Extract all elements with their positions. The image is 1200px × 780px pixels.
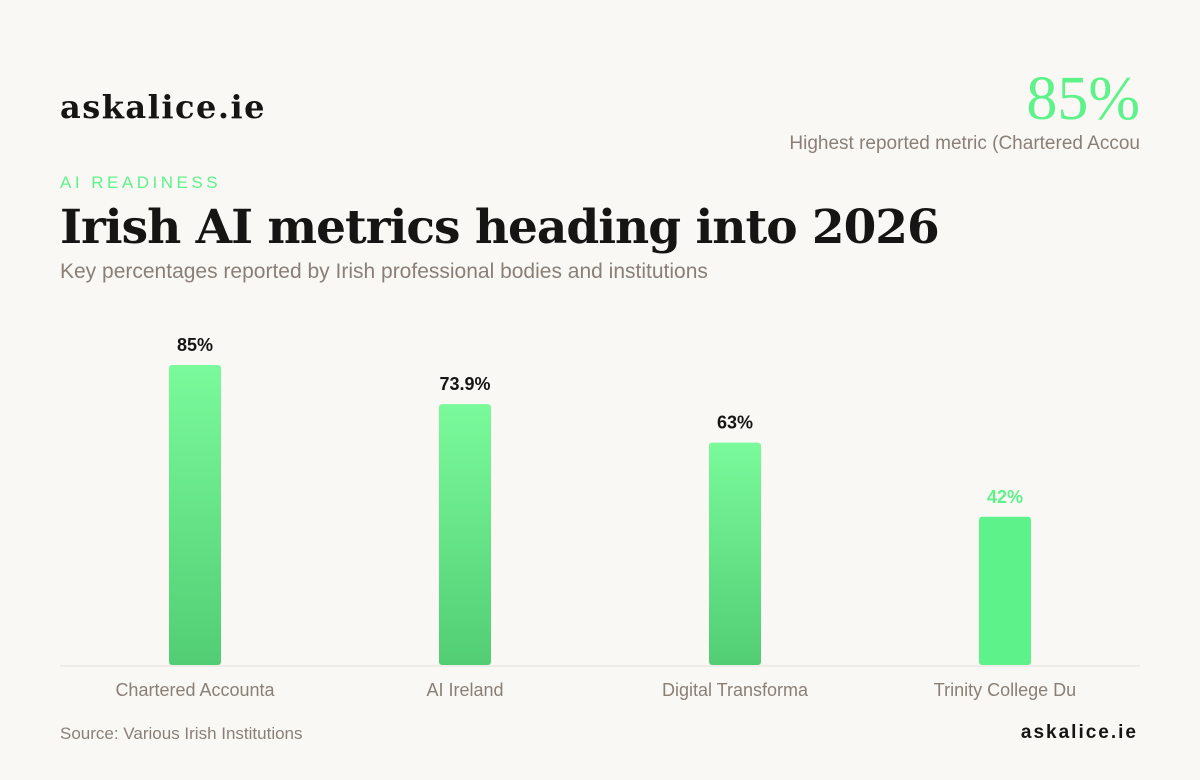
bar-value-label: 42% (987, 487, 1023, 507)
bar-1 (439, 404, 491, 665)
bar-value-label: 73.9% (439, 374, 490, 394)
kpi-label: Highest reported metric (Chartered Accou (789, 133, 1140, 154)
bar-0 (169, 365, 221, 665)
section-eyebrow: AI READINESS (60, 173, 222, 192)
chart-title: Irish AI metrics heading into 2026 (60, 200, 940, 255)
category-label: Chartered Accounta (115, 680, 275, 700)
brand-logo: askalice.ie (60, 88, 266, 126)
bar-2 (709, 442, 761, 665)
bar-value-label: 63% (717, 413, 753, 433)
kpi-value: 85% (1026, 65, 1140, 133)
source-note: Source: Various Irish Institutions (60, 724, 303, 743)
category-label: Trinity College Du (934, 680, 1076, 700)
bar-value-label: 85% (177, 335, 213, 355)
bar-3 (979, 516, 1031, 665)
category-label: Digital Transforma (662, 680, 809, 700)
category-label: AI Ireland (426, 680, 503, 700)
chart-subtitle: Key percentages reported by Irish profes… (60, 260, 708, 283)
footer-brand: askalice.ie (1020, 722, 1138, 743)
